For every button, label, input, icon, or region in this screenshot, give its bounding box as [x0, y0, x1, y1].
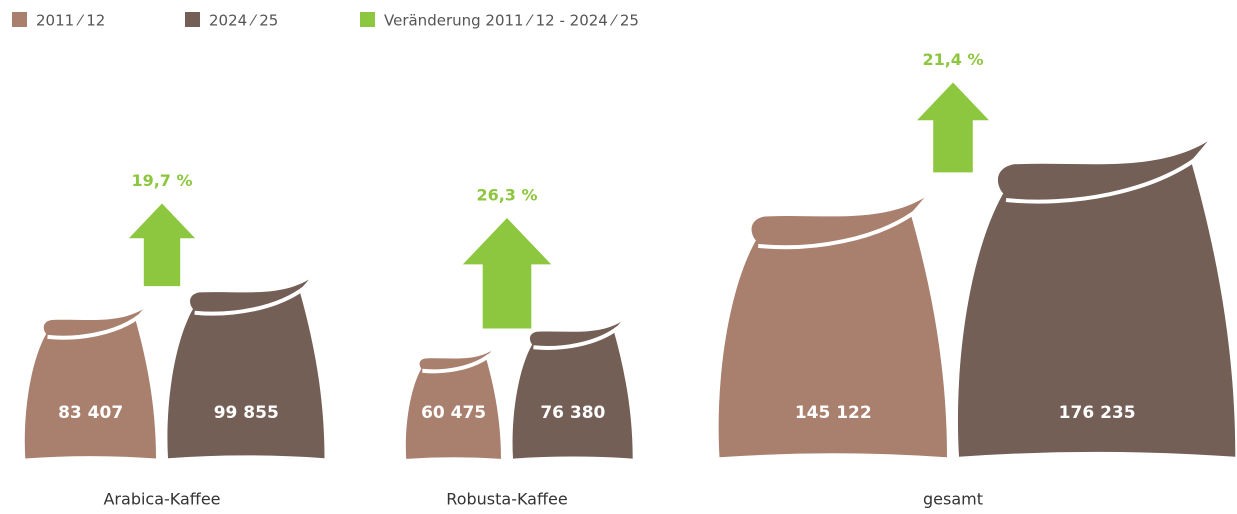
value-label: 176 235	[1059, 403, 1136, 423]
legend-label: 2024 ⁄ 25	[209, 12, 278, 30]
legend-swatch	[12, 12, 27, 27]
value-label: 60 475	[421, 403, 486, 423]
category-label: Arabica-Kaffee	[103, 490, 220, 509]
value-label: 145 122	[795, 403, 872, 423]
sack-band	[47, 313, 142, 340]
change-label: 19,7 %	[131, 171, 192, 190]
sack-band	[194, 285, 307, 316]
legend-swatch	[185, 12, 200, 27]
value-label: 83 407	[58, 403, 123, 423]
sack	[167, 279, 325, 459]
sack	[405, 350, 501, 459]
sack	[957, 141, 1236, 457]
change-label: 21,4 %	[922, 50, 983, 69]
category-label: Robusta-Kaffee	[446, 490, 567, 509]
sack-band	[533, 326, 620, 350]
sack-band	[1005, 152, 1204, 204]
legend-label: 2011 ⁄ 12	[36, 12, 105, 30]
change-arrow	[128, 203, 196, 287]
sack	[512, 322, 633, 459]
legend-swatch	[360, 12, 375, 27]
sack	[24, 309, 157, 459]
sack-band	[757, 206, 921, 250]
value-label: 76 380	[540, 403, 605, 423]
legend-label: Veränderung 2011 ⁄ 12 - 2024 ⁄ 25	[384, 12, 639, 30]
sack	[718, 197, 947, 458]
value-label: 99 855	[214, 403, 279, 423]
change-arrow	[462, 218, 552, 329]
category-label: gesamt	[923, 490, 983, 509]
change-label: 26,3 %	[476, 186, 537, 205]
change-arrow	[917, 82, 989, 173]
sack-band	[422, 353, 491, 374]
